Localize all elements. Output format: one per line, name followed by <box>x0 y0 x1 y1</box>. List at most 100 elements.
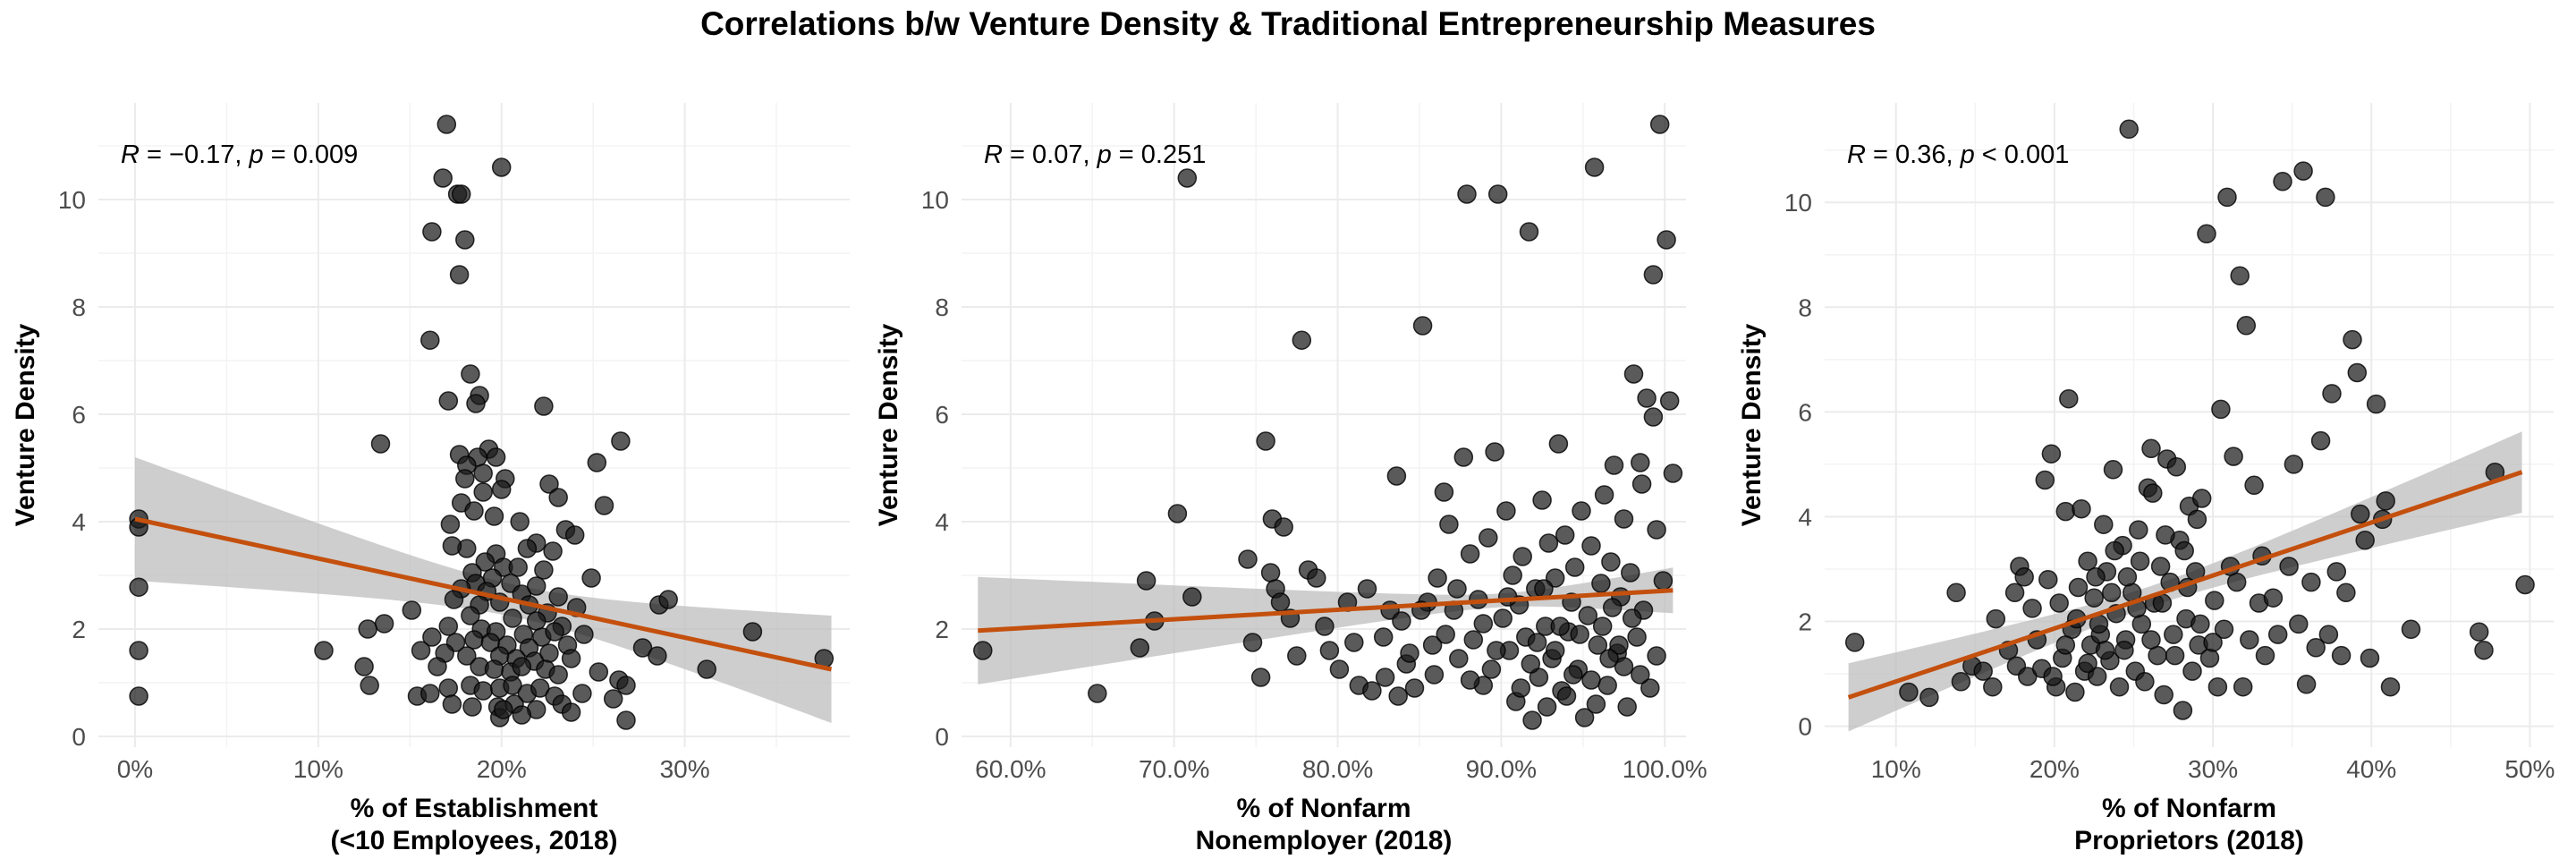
data-point <box>2316 187 2335 208</box>
data-point <box>2474 640 2494 660</box>
data-point <box>648 646 667 666</box>
data-point <box>466 394 486 413</box>
data-point <box>436 115 457 134</box>
data-point <box>2014 567 2034 587</box>
data-point <box>462 697 482 717</box>
data-point <box>658 590 678 609</box>
data-point <box>420 330 440 350</box>
data-point <box>473 681 493 701</box>
data-point <box>503 676 522 695</box>
data-point <box>358 619 377 639</box>
data-point <box>2041 444 2062 464</box>
data-point <box>1315 617 1335 636</box>
data-point <box>1460 670 1480 690</box>
data-point <box>1238 549 1258 569</box>
data-point <box>1250 668 1271 687</box>
data-point <box>1617 697 1637 717</box>
data-point <box>548 488 568 507</box>
data-point <box>491 157 512 177</box>
data-point <box>1640 678 1660 698</box>
data-point <box>2055 501 2076 522</box>
data-point <box>457 646 477 666</box>
data-point <box>2078 653 2097 674</box>
p-value: = 0.251 <box>1112 140 1207 169</box>
data-point <box>2086 567 2106 587</box>
data-point <box>534 560 554 580</box>
data-point <box>2207 676 2228 697</box>
data-point <box>2094 515 2114 534</box>
y-tick-label: 2 <box>935 616 949 643</box>
data-point <box>2199 648 2220 668</box>
p-value: < 0.001 <box>1975 140 2070 169</box>
data-point <box>402 600 422 620</box>
data-point <box>1088 684 1107 703</box>
data-point <box>1182 587 1202 607</box>
y-tick-label: 6 <box>72 401 86 429</box>
data-point <box>1659 391 1680 411</box>
x-tick-label: 0% <box>117 755 153 783</box>
data-point <box>486 447 506 467</box>
x-tick-label: 70.0% <box>1139 755 1209 783</box>
data-point <box>1319 641 1340 660</box>
data-point <box>461 364 480 384</box>
data-point <box>2143 483 2163 503</box>
data-point <box>1574 708 1595 727</box>
data-point <box>2244 475 2264 496</box>
data-point <box>1519 222 1539 242</box>
data-point <box>697 659 716 679</box>
data-point <box>2236 316 2257 336</box>
data-point <box>1287 646 1307 666</box>
data-point <box>632 638 653 658</box>
data-point <box>1449 649 1469 668</box>
data-point <box>1591 574 1611 593</box>
data-point <box>1479 528 1498 548</box>
r-label: R <box>121 140 140 169</box>
data-point <box>473 464 493 483</box>
correlation-annotation: R = 0.07, p = 0.251 <box>984 140 1206 169</box>
y-tick-label: 10 <box>1784 189 1812 217</box>
data-point <box>526 576 547 596</box>
data-point <box>503 608 522 628</box>
data-point <box>1649 115 1670 134</box>
data-point <box>2068 577 2089 598</box>
data-point <box>2154 685 2174 705</box>
data-point <box>2310 430 2331 451</box>
r-value: = 0.36, <box>1866 140 1961 169</box>
data-point <box>2230 266 2250 285</box>
data-point <box>1473 614 1494 634</box>
data-point <box>1631 665 1650 685</box>
x-tick-label: 100.0% <box>1623 755 1707 783</box>
x-tick-label: 20% <box>477 755 527 783</box>
y-tick-label: 4 <box>1798 503 1812 531</box>
data-point <box>543 541 563 561</box>
data-point <box>1496 501 1516 521</box>
data-point <box>2187 509 2207 530</box>
data-point <box>2267 625 2288 644</box>
data-point <box>491 480 512 499</box>
data-point <box>603 689 623 709</box>
data-point <box>1594 485 1614 505</box>
data-point <box>2331 645 2351 666</box>
data-point <box>1581 670 1601 690</box>
data-point <box>1899 682 1919 702</box>
data-point <box>484 506 504 526</box>
data-point <box>1388 686 1408 706</box>
data-point <box>526 611 547 631</box>
data-point <box>1623 364 1644 384</box>
data-point <box>422 222 442 242</box>
data-point <box>451 184 471 204</box>
data-point <box>2336 583 2356 603</box>
data-point <box>1844 633 1865 652</box>
data-point <box>2360 648 2380 668</box>
data-point <box>370 434 391 454</box>
data-point <box>1592 617 1613 636</box>
data-point <box>2119 119 2139 140</box>
y-tick-label: 2 <box>1798 608 1812 636</box>
data-point <box>1647 646 1666 666</box>
data-point <box>2301 572 2321 592</box>
data-point <box>548 665 568 685</box>
data-point <box>2182 661 2202 681</box>
data-point <box>1400 643 1419 663</box>
data-point <box>2109 676 2130 697</box>
